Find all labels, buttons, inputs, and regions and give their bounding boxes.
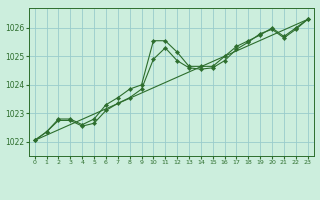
Text: Graphe pression niveau de la mer (hPa): Graphe pression niveau de la mer (hPa) (60, 179, 260, 188)
